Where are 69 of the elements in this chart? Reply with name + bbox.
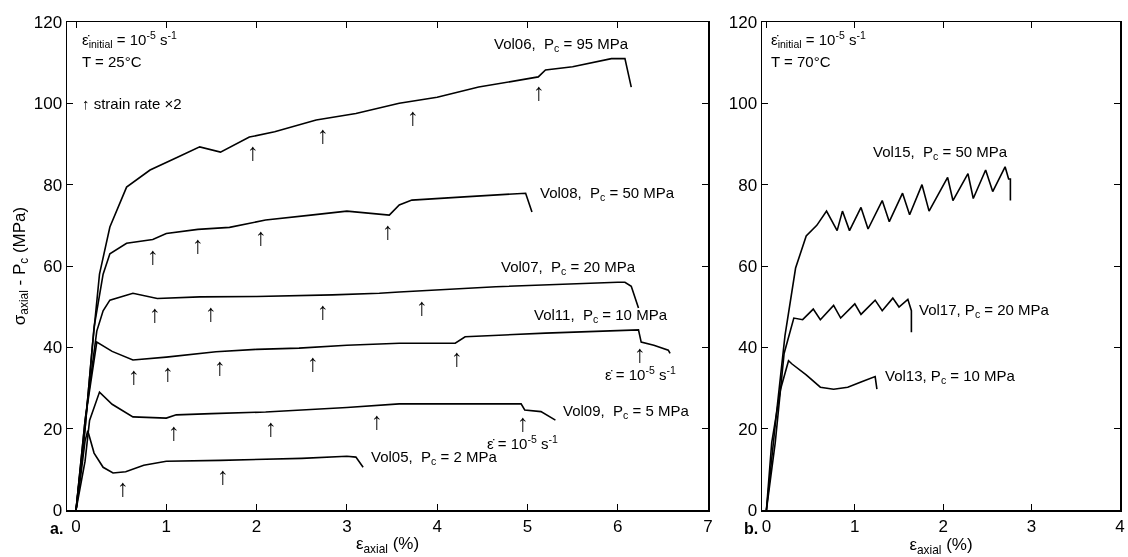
annotation: ↑ xyxy=(407,103,419,130)
annotation: ε̇$_{initial}$ = 10$^{-5}$ s$^{-1}$ xyxy=(771,29,866,51)
annotation: ↑ xyxy=(128,362,140,389)
text: a. xyxy=(50,520,64,537)
annotation: ↑ xyxy=(517,409,529,436)
x-tick-label: 6 xyxy=(612,516,623,536)
legend-label: Vol08, P$_{c}$ = 50 MPa xyxy=(540,184,675,204)
annotation: ↑ xyxy=(634,340,646,367)
y-tick-label: 80 xyxy=(738,175,758,195)
series-label: Vol11, P$_{c}$ = 10 MPa xyxy=(534,306,668,326)
x-tick-label: 4 xyxy=(1115,516,1125,536)
y-tick-label: 120 xyxy=(33,12,63,32)
annotation: ↑ xyxy=(205,299,217,326)
y-tick-label: 60 xyxy=(738,256,758,276)
annotation: ↑ xyxy=(162,359,174,386)
x-tick-label: 1 xyxy=(850,516,860,536)
annotation: T = 25°C xyxy=(82,53,142,70)
x-tick-label: 5 xyxy=(522,516,533,536)
series-label: Vol07, P$_{c}$ = 20 MPa xyxy=(501,258,636,278)
annotation: ↑ xyxy=(317,121,329,148)
annotation: ↑ xyxy=(192,231,204,258)
annotation: ↑ xyxy=(317,297,329,324)
annotation: ↑ xyxy=(382,217,394,244)
y-tick-label: 120 xyxy=(728,12,758,32)
series-label: Vol06, P$_{c}$ = 95 MPa xyxy=(494,35,629,55)
annotation: ↑ xyxy=(265,414,277,441)
y-tick-label: 0 xyxy=(747,500,758,520)
x-tick-label: 4 xyxy=(432,516,442,536)
x-tick-label: 3 xyxy=(342,516,352,536)
x-axis-title: ε$_{axial}$ (%) xyxy=(909,535,973,557)
y-tick-label: 60 xyxy=(43,256,63,276)
series-label: Vol15, P$_{c}$ = 50 MPa xyxy=(873,143,1008,163)
annotation: ↑ xyxy=(117,474,129,501)
annotation: ↑ xyxy=(416,293,428,320)
annotation: ↑ xyxy=(533,78,545,105)
x-tick-label: 2 xyxy=(251,516,262,536)
annotation: ↑ xyxy=(214,353,226,380)
annotation: T = 70°C xyxy=(771,53,831,70)
series-label: Vol13, P$_{c}$ = 10 MPa xyxy=(885,367,1016,387)
annotation: ↑ xyxy=(168,418,180,445)
y-tick-label: 100 xyxy=(728,94,758,114)
y-tick-label: 100 xyxy=(33,94,63,114)
annotation: ↑ xyxy=(371,407,383,434)
x-tick-label: 2 xyxy=(938,516,948,536)
annotation: ↑ xyxy=(451,344,463,371)
annotation: ε̇ = 10$^{-5}$ s$^{-1}$ xyxy=(605,364,676,384)
y-tick-label: 80 xyxy=(43,175,63,195)
annotation: ↑ xyxy=(217,462,229,489)
x-tick-label: 7 xyxy=(703,516,713,536)
x-axis-title: ε$_{axial}$ (%) xyxy=(355,534,420,556)
series-label: Vol09, P$_{c}$ = 5 MPa xyxy=(563,402,690,422)
y-tick-label: 40 xyxy=(43,338,63,358)
annotation: ↑ xyxy=(247,138,259,165)
y-tick-label: 20 xyxy=(738,419,758,439)
annotation: ↑ xyxy=(255,223,267,250)
x-tick-label: 0 xyxy=(761,516,772,536)
annotation: ↑ xyxy=(149,300,161,327)
x-tick-label: 0 xyxy=(71,516,81,536)
x-tick-label: 3 xyxy=(1026,516,1037,536)
annotation: ε̇$_{initial}$ = 10$^{-5}$ s$^{-1}$ xyxy=(82,29,177,51)
x-tick-label: 1 xyxy=(161,516,172,536)
text: b. xyxy=(744,520,759,537)
annotation: ↑ strain rate ×2 xyxy=(82,95,182,112)
y-tick-label: 40 xyxy=(738,338,758,358)
y-tick-label: 0 xyxy=(52,500,63,520)
series-label: Vol17, P$_{c}$ = 20 MPa xyxy=(919,301,1050,321)
annotation: ↑ xyxy=(307,349,319,376)
y-tick-label: 20 xyxy=(43,419,63,439)
annotation: ↑ xyxy=(147,242,159,269)
